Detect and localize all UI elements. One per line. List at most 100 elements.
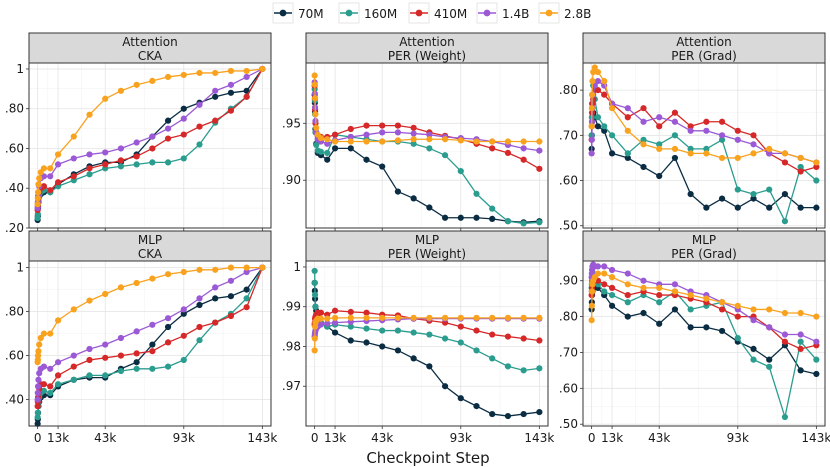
data-point: [212, 87, 219, 94]
data-point: [133, 328, 140, 335]
y-tick-label: 1: [293, 260, 301, 274]
data-point: [608, 302, 616, 309]
data-point: [312, 303, 319, 310]
data-point: [363, 309, 370, 316]
panel-border-mlp-per-g: [582, 260, 826, 427]
data-point: [133, 161, 140, 168]
data-point: [47, 389, 54, 397]
data-point: [594, 87, 602, 94]
data-point: [164, 315, 172, 322]
data-point: [313, 141, 320, 149]
data-point: [227, 277, 235, 284]
data-point: [520, 314, 527, 321]
data-point: [324, 156, 331, 163]
data-point: [227, 89, 235, 96]
y-axis-mlp-per-w: .97 .98 .99 1: [282, 260, 306, 393]
y-tick-label: .40: [5, 393, 24, 407]
data-point: [457, 214, 464, 221]
data-point: [164, 271, 172, 278]
data-point: [40, 183, 48, 190]
y-tick-label: .90: [559, 274, 578, 288]
data-point: [243, 93, 250, 100]
data-point: [671, 281, 679, 288]
data-point: [457, 314, 464, 321]
data-point: [47, 330, 54, 337]
strip-title-mlp-per-g: MLP: [692, 233, 716, 247]
data-point: [34, 383, 42, 390]
data-point: [624, 114, 631, 121]
data-point: [164, 159, 172, 166]
data-point: [347, 308, 354, 315]
legend-key-410m: [408, 2, 430, 24]
data-point: [813, 313, 820, 320]
data-point: [363, 156, 370, 163]
data-point: [718, 154, 726, 162]
data-point: [40, 387, 48, 394]
data-point: [133, 365, 140, 372]
strip-mlp-cka: [28, 230, 272, 262]
strip-title-att-cka: Attention: [122, 35, 177, 49]
data-point: [70, 155, 77, 162]
data-point: [379, 138, 386, 145]
data-point: [363, 325, 370, 332]
data-point: [640, 309, 647, 317]
data-point: [536, 365, 543, 372]
series-mlp-cka-410m: [34, 264, 266, 410]
data-point: [536, 147, 543, 154]
data-point: [718, 118, 726, 125]
data-point: [520, 138, 527, 145]
data-point: [441, 335, 449, 342]
data-point: [608, 284, 616, 291]
data-point: [813, 177, 820, 184]
data-point: [734, 186, 741, 193]
data-point: [591, 64, 598, 71]
data-point: [750, 132, 757, 139]
data-point: [117, 334, 125, 342]
data-point: [624, 281, 631, 288]
data-point: [313, 124, 320, 131]
data-point: [813, 338, 820, 345]
data-point: [489, 355, 496, 362]
data-point: [608, 266, 616, 274]
data-point: [594, 77, 602, 85]
x-tick-label: 143k: [524, 431, 554, 445]
data-point: [410, 124, 417, 131]
data-point: [703, 150, 710, 157]
data-point: [331, 307, 339, 314]
x-tick-label: 0: [588, 431, 596, 445]
series-att-per-w-2.8b: [311, 72, 543, 145]
data-point: [766, 204, 773, 211]
data-point: [86, 356, 93, 364]
panel-border-mlp-per-w: [305, 260, 549, 427]
data-point: [781, 413, 789, 421]
data-point: [149, 321, 156, 328]
data-point: [608, 274, 616, 281]
data-point: [750, 356, 757, 363]
data-point: [259, 65, 266, 73]
data-point: [133, 81, 140, 88]
data-point: [504, 314, 512, 321]
data-point: [86, 165, 93, 172]
data-point: [102, 372, 109, 379]
data-point: [640, 118, 647, 125]
data-point: [149, 159, 156, 166]
data-point: [102, 354, 109, 361]
y-tick-label: .60: [559, 174, 578, 188]
data-point: [504, 363, 512, 370]
data-point: [311, 335, 318, 342]
data-point: [536, 138, 543, 145]
data-point: [734, 136, 741, 143]
data-point: [781, 309, 789, 317]
data-point: [347, 337, 354, 344]
strip-subtitle-att-cka: CKA: [138, 49, 163, 63]
data-point: [86, 345, 93, 353]
data-point: [180, 131, 187, 138]
data-point: [212, 93, 219, 100]
x-axis-mlp-per-g: 0 13k 43k 93k 143k: [588, 426, 830, 445]
data-point: [718, 195, 726, 202]
data-point: [734, 313, 741, 320]
data-point: [687, 191, 694, 198]
data-point: [473, 347, 480, 354]
data-point: [196, 323, 203, 331]
